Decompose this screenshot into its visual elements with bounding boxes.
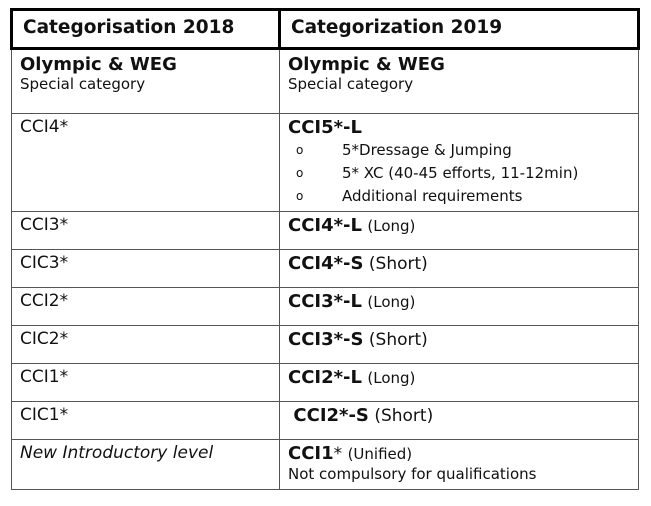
cell-2018: CCI1* <box>11 363 280 402</box>
list-item: o Additional requirements <box>288 185 630 208</box>
new-category-code: CCI3*-L <box>288 291 362 312</box>
length-suffix: (Short) <box>374 406 434 426</box>
requirements-list: o 5*Dressage & Jumping o 5* XC (40-45 effo… <box>288 139 630 208</box>
new-category-code: CCI4*-L <box>288 215 362 236</box>
length-suffix: (Short) <box>368 330 428 350</box>
header-2019: Categorization 2019 <box>278 8 640 50</box>
new-category-code: CCI5*-L <box>288 117 362 138</box>
bullet-circle-icon: o <box>296 189 304 203</box>
table-row: CCI4* CCI5*-L o 5*Dressage & Jumping o 5* … <box>11 113 639 212</box>
cell-2019: CCI2*-S (Short) <box>279 401 639 440</box>
cell-2018: CCI4* <box>11 113 280 212</box>
new-category-code: CCI4*-S <box>288 253 364 274</box>
cell-2019: CCI1* (Unified) Not compulsory for quali… <box>279 439 639 490</box>
bullet-text: 5* XC (40-45 efforts, 11-12min) <box>342 164 579 182</box>
table-row: CIC1* CCI2*-S (Short) <box>11 401 639 440</box>
new-category-code: CCI2*-S <box>293 405 369 426</box>
cell-2019: CCI2*-L (Long) <box>279 363 639 402</box>
categorisation-table: Categorisation 2018 Categorization 2019 … <box>10 8 640 490</box>
bullet-circle-icon: o <box>296 166 304 180</box>
length-suffix: (Long) <box>367 293 416 311</box>
length-suffix: (Short) <box>368 254 428 274</box>
table-row-olympic: Olympic & WEG Special category Olympic &… <box>11 48 639 114</box>
cell-2018: CIC1* <box>11 401 280 440</box>
table-row: CCI3* CCI4*-L (Long) <box>11 211 639 250</box>
length-suffix: (Long) <box>367 369 416 387</box>
new-category-code: CCI3*-S <box>288 329 364 350</box>
table-row: CIC3* CCI4*-S (Short) <box>11 249 639 288</box>
cell-2018: CCI2* <box>11 287 280 326</box>
list-item: o 5* XC (40-45 efforts, 11-12min) <box>288 162 630 185</box>
olympic-subtitle-2018: Special category <box>20 75 146 93</box>
cell-2019: CCI5*-L o 5*Dressage & Jumping o 5* XC (40… <box>279 113 639 212</box>
bullet-text: Additional requirements <box>342 187 523 205</box>
star-suffix: * <box>333 444 343 464</box>
qualification-note: Not compulsory for qualifications <box>288 465 537 483</box>
cell-olympic-2018: Olympic & WEG Special category <box>11 48 280 114</box>
length-suffix: (Unified) <box>347 445 413 463</box>
olympic-title-2019: Olympic & WEG <box>288 54 445 75</box>
list-item: o 5*Dressage & Jumping <box>288 139 630 162</box>
cell-olympic-2019: Olympic & WEG Special category <box>279 48 639 114</box>
cell-2018: CIC2* <box>11 325 280 364</box>
bullet-circle-icon: o <box>296 143 304 157</box>
olympic-title-2018: Olympic & WEG <box>20 54 177 75</box>
table-row: New Introductory level CCI1* (Unified) N… <box>11 439 639 490</box>
cell-2019: CCI4*-L (Long) <box>279 211 639 250</box>
new-category-code: CCI2*-L <box>288 367 362 388</box>
header-2018: Categorisation 2018 <box>10 8 281 50</box>
new-category-code: CCI1 <box>288 443 334 464</box>
bullet-text: 5*Dressage & Jumping <box>342 141 512 159</box>
length-suffix: (Long) <box>367 217 416 235</box>
table-row: CCI2* CCI3*-L (Long) <box>11 287 639 326</box>
cell-2018: CIC3* <box>11 249 280 288</box>
header-row: Categorisation 2018 Categorization 2019 <box>10 8 640 50</box>
cell-2018: CCI3* <box>11 211 280 250</box>
cell-2019: CCI4*-S (Short) <box>279 249 639 288</box>
table-row: CCI1* CCI2*-L (Long) <box>11 363 639 402</box>
table-row: CIC2* CCI3*-S (Short) <box>11 325 639 364</box>
cell-2019: CCI3*-L (Long) <box>279 287 639 326</box>
cell-2018: New Introductory level <box>11 439 280 490</box>
cell-2019: CCI3*-S (Short) <box>279 325 639 364</box>
olympic-subtitle-2019: Special category <box>288 75 414 93</box>
